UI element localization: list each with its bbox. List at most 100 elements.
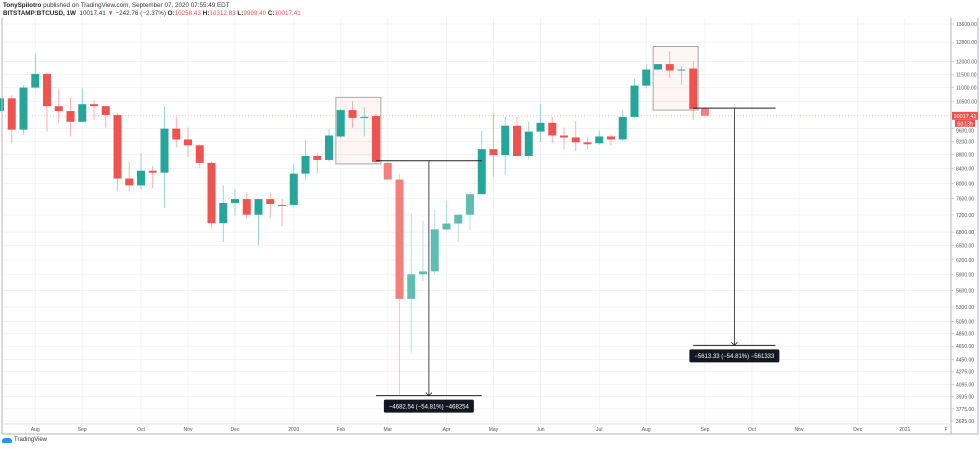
time-tick-label: Jun bbox=[536, 427, 544, 433]
candle bbox=[125, 161, 134, 192]
candle bbox=[430, 209, 439, 275]
candle-body bbox=[254, 199, 263, 215]
candle-body bbox=[524, 131, 533, 157]
time-tick-label: Feb bbox=[336, 427, 345, 433]
candle-body bbox=[313, 156, 322, 160]
candle-body bbox=[172, 128, 181, 140]
candle-body bbox=[419, 271, 427, 275]
current-price-box bbox=[952, 111, 978, 120]
time-axis[interactable]: Aug Sep Oct Nov Dec 2020 Feb Mar Apr May Jun Jul Aug… bbox=[31, 427, 948, 433]
time-tick-label: May bbox=[489, 427, 499, 433]
candle-body bbox=[66, 111, 75, 122]
candle bbox=[172, 116, 181, 148]
time-tick-label: 2020 bbox=[288, 427, 299, 433]
candle bbox=[113, 113, 122, 192]
candle bbox=[618, 110, 627, 142]
candle-body bbox=[195, 145, 204, 163]
candle bbox=[313, 153, 322, 174]
open-value: 10258.43 bbox=[174, 10, 201, 17]
candle bbox=[654, 64, 662, 71]
price-tick-label: 11500.00 bbox=[956, 72, 977, 78]
price-tick-label: 4095.00 bbox=[956, 382, 974, 388]
time-tick-label: Dec bbox=[853, 427, 862, 433]
measure-label-box bbox=[383, 399, 474, 413]
candle bbox=[689, 61, 698, 120]
candle-body bbox=[689, 68, 698, 110]
candle-body bbox=[7, 98, 16, 130]
price-tick-label: 10500.00 bbox=[956, 100, 977, 106]
candle bbox=[301, 140, 310, 180]
price-tick-label: 6200.00 bbox=[956, 258, 974, 264]
candle-body bbox=[642, 69, 651, 86]
current-price-label: 10017.41 6d 13h bbox=[952, 111, 978, 127]
price-tick-label: 5050.00 bbox=[956, 319, 974, 325]
candle-body bbox=[31, 73, 40, 88]
candle bbox=[43, 72, 51, 132]
price-tick-label: 7600.00 bbox=[956, 197, 974, 203]
price-tick-label: 3775.00 bbox=[956, 407, 974, 413]
price-tick-label: 12800.00 bbox=[956, 40, 977, 46]
tradingview-logo[interactable]: TradingView bbox=[2, 437, 47, 443]
candle-body bbox=[278, 204, 286, 206]
price-tick-label: 3625.00 bbox=[956, 419, 974, 425]
price-tick-label: 4275.00 bbox=[956, 369, 974, 375]
price-tick-label: 6500.00 bbox=[956, 244, 974, 250]
candle bbox=[19, 85, 28, 135]
candle bbox=[607, 134, 615, 146]
candle bbox=[477, 130, 486, 195]
measure-label: −4682.54 (−54.81%) −468254 bbox=[389, 404, 470, 410]
candle-body bbox=[442, 223, 451, 230]
candle-body bbox=[301, 156, 310, 174]
author-name[interactable]: TonySpilotro bbox=[3, 2, 42, 9]
chart-header: TonySpilotro published on TradingView.co… bbox=[3, 2, 301, 18]
candle-body bbox=[513, 125, 521, 157]
candle-body bbox=[160, 128, 169, 173]
candle bbox=[548, 116, 557, 144]
price-tick-label: 3935.00 bbox=[956, 394, 974, 400]
candle bbox=[207, 161, 216, 229]
candle bbox=[137, 153, 145, 190]
time-tick-label: Jul bbox=[596, 427, 602, 433]
price-tick-label: 9600.00 bbox=[956, 128, 974, 134]
time-tick-label: Dec bbox=[231, 427, 240, 433]
candle bbox=[665, 51, 674, 78]
bar-countdown: 6d 13h bbox=[957, 121, 973, 127]
price-range-measure: −4682.54 (−54.81%) −468254 bbox=[376, 160, 482, 413]
price-axis[interactable]: 13600.00 12800.00 12000.00 11500.00 11000.00… bbox=[951, 22, 977, 425]
candle bbox=[195, 144, 204, 168]
price-tick-label: 13600.00 bbox=[956, 22, 977, 28]
price-tick-label: 11000.00 bbox=[956, 86, 977, 92]
price-tick-label: 4650.00 bbox=[956, 344, 974, 350]
measure-annotations: −4682.54 (−54.81%) −468254 −5613.33 (−54.… bbox=[376, 107, 780, 413]
time-tick-label: Sep bbox=[701, 427, 710, 433]
grid bbox=[2, 18, 951, 424]
candle-body bbox=[430, 229, 439, 272]
candle-body bbox=[654, 64, 662, 70]
candle bbox=[677, 66, 686, 85]
candle-body bbox=[466, 194, 474, 215]
candle bbox=[31, 54, 40, 90]
candle-body bbox=[618, 116, 627, 140]
measure-label-box bbox=[689, 349, 780, 363]
candle bbox=[583, 137, 592, 150]
candle-body bbox=[677, 69, 686, 71]
time-tick-label: Apr bbox=[443, 427, 451, 433]
price-tick-label: 8800.00 bbox=[956, 153, 974, 159]
high-value: 10312.83 bbox=[209, 10, 236, 17]
candle bbox=[419, 220, 427, 282]
candle bbox=[571, 120, 580, 152]
time-tick-label: Oct bbox=[137, 427, 145, 433]
time-tick-label: Sep bbox=[78, 427, 87, 433]
price-tick-label: 9200.00 bbox=[956, 139, 974, 145]
low-value: 9999.40 bbox=[243, 10, 267, 17]
low-label: L: bbox=[237, 10, 244, 17]
candle bbox=[407, 213, 416, 353]
candle bbox=[489, 113, 498, 177]
candle-body bbox=[501, 125, 510, 156]
time-tick-label: Aug bbox=[31, 427, 40, 433]
candle bbox=[78, 88, 87, 123]
candle bbox=[595, 130, 604, 145]
candle-body bbox=[148, 170, 157, 173]
candle-body bbox=[266, 199, 275, 204]
